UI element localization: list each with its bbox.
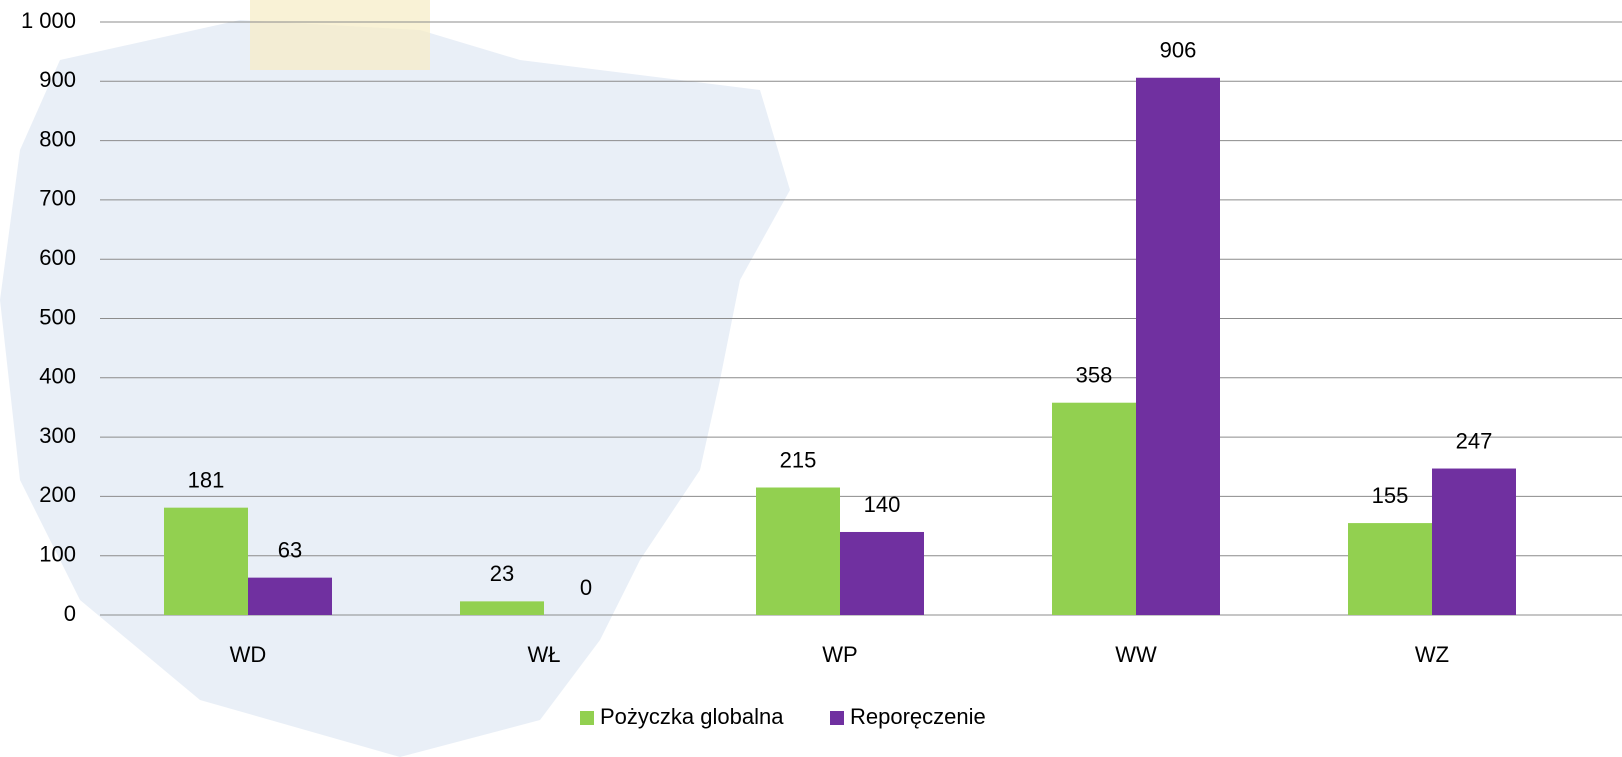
value-label: 906 xyxy=(1160,38,1197,63)
legend-swatch xyxy=(830,711,844,725)
y-tick-label: 700 xyxy=(39,186,76,211)
value-label: 181 xyxy=(188,467,225,492)
x-tick-label: WD xyxy=(230,642,267,667)
y-tick-label: 200 xyxy=(39,482,76,507)
value-label: 155 xyxy=(1372,483,1409,508)
value-label: 140 xyxy=(864,492,901,517)
bar xyxy=(1136,77,1220,615)
x-tick-label: WW xyxy=(1115,642,1157,667)
bar xyxy=(756,487,840,615)
bar xyxy=(460,601,544,615)
x-tick-label: WZ xyxy=(1415,642,1449,667)
y-tick-label: 300 xyxy=(39,423,76,448)
legend-label: Reporęczenie xyxy=(850,704,986,729)
bar xyxy=(1432,468,1516,615)
y-tick-label: 1 000 xyxy=(21,8,76,33)
y-tick-label: 400 xyxy=(39,364,76,389)
y-tick-label: 100 xyxy=(39,542,76,567)
bar xyxy=(840,531,924,615)
x-tick-label: WŁ xyxy=(528,642,561,667)
background-map-accent xyxy=(250,0,430,70)
value-label: 0 xyxy=(580,575,592,600)
y-tick-label: 900 xyxy=(39,67,76,92)
x-tick-label: WP xyxy=(822,642,857,667)
bar xyxy=(1052,402,1136,615)
bar xyxy=(248,577,332,615)
value-label: 23 xyxy=(490,561,514,586)
bar xyxy=(164,507,248,615)
value-label: 215 xyxy=(780,447,817,472)
background-map xyxy=(0,20,790,757)
y-tick-label: 800 xyxy=(39,126,76,151)
value-label: 247 xyxy=(1456,428,1493,453)
value-label: 63 xyxy=(278,537,302,562)
value-label: 358 xyxy=(1076,363,1113,388)
legend-label: Pożyczka globalna xyxy=(600,704,784,729)
legend-swatch xyxy=(580,711,594,725)
y-tick-label: 600 xyxy=(39,245,76,270)
y-tick-label: 500 xyxy=(39,304,76,329)
bar xyxy=(1348,523,1432,615)
y-tick-label: 0 xyxy=(64,601,76,626)
